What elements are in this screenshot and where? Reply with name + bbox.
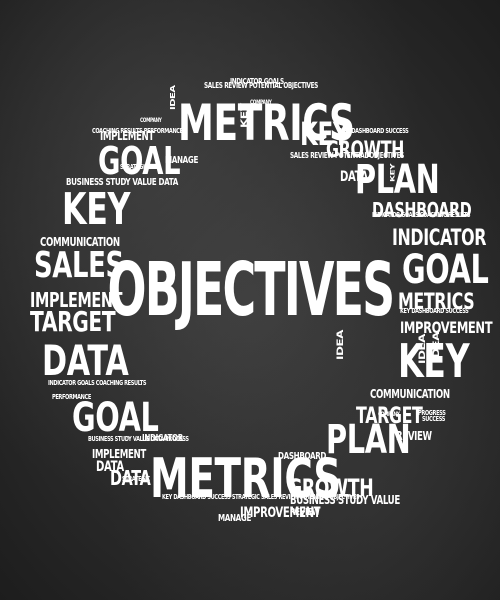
cloud-word: KEY DASHBOARD SUCCESS xyxy=(340,127,409,135)
cloud-word: KEY xyxy=(389,163,397,182)
cloud-word: BUSINESS STUDY VALUE DATA PROCESS xyxy=(88,435,189,443)
cloud-word: IMPLEMENT xyxy=(92,447,146,461)
cloud-word: KEY DASHBOARD SUCCESS xyxy=(400,307,469,315)
cloud-word: TARGET xyxy=(30,305,116,338)
cloud-word: GROWTH xyxy=(326,138,405,163)
cloud-word: IMPLEMENT xyxy=(30,288,123,312)
cloud-word: REVIEW xyxy=(290,507,320,518)
cloud-word: METRICS xyxy=(178,94,355,152)
cloud-word: STRATEGIC xyxy=(120,163,148,171)
cloud-word: INDICATOR GOALS xyxy=(230,77,284,86)
cloud-word: COACHING RESULTS PERFORMANCE xyxy=(92,127,183,135)
cloud-word: MANAGE xyxy=(165,155,199,166)
center-title: OBJECTIVES xyxy=(90,240,410,340)
cloud-word: STRATEGIC xyxy=(122,475,150,483)
cloud-word: MANAGE xyxy=(218,513,252,524)
cloud-word: COMMUNICATION xyxy=(370,387,450,401)
cloud-word: GOAL xyxy=(402,247,489,293)
cloud-word: IDEA xyxy=(417,334,428,364)
cloud-word: PLAN xyxy=(326,417,411,463)
cloud-word: SALES REVIEW POTENTIAL OBJECTIVES xyxy=(204,81,318,90)
cloud-word: INDICATOR GOALS COACHING RESULTS xyxy=(372,211,471,219)
cloud-word: PERFORMANCE xyxy=(52,393,91,401)
cloud-word: BUSINESS STUDY VALUE DATA xyxy=(66,177,178,188)
cloud-word: INDICATOR GOALS COACHING RESULTS xyxy=(48,379,147,387)
cloud-word: DASHBOARD xyxy=(372,198,472,222)
cloud-word: GOAL xyxy=(98,139,181,183)
cloud-word: IDEA xyxy=(431,332,442,362)
cloud-word: TARGET xyxy=(356,404,423,429)
cloud-word: COMPANY xyxy=(140,117,162,124)
cloud-word: KEY xyxy=(300,115,350,153)
cloud-word: SALES xyxy=(34,245,124,286)
cloud-word: KEY xyxy=(398,334,470,388)
cloud-word: COMPANY xyxy=(250,99,272,106)
cloud-word: IMPROVEMENT xyxy=(400,318,493,337)
cloud-word: COMMUNICATION xyxy=(40,235,120,249)
cloud-word: PROGRESS xyxy=(418,409,446,417)
cloud-word: KEY DASHBOARD SUCCESS STRATEGIC SALES RE… xyxy=(162,493,360,501)
cloud-word: INDICATOR xyxy=(392,226,487,251)
cloud-word: KEY xyxy=(239,103,250,128)
cloud-word: BUSINESS STUDY VALUE xyxy=(290,493,400,507)
cloud-word: GOAL xyxy=(72,395,159,441)
cloud-word: GROWTH xyxy=(288,474,374,502)
cloud-word: REVIEW xyxy=(396,429,432,443)
cloud-word: PLAN xyxy=(355,157,440,203)
cloud-word: IMPLEMENT xyxy=(100,129,154,143)
cloud-word: DATA xyxy=(96,459,124,475)
cloud-word: SALES REVIEW POTENTIAL OBJECTIVES xyxy=(290,151,404,160)
cloud-word: INDICATOR xyxy=(142,433,183,444)
cloud-word: COMPANY xyxy=(378,411,400,418)
cloud-word: DATA xyxy=(110,466,151,490)
cloud-word: DATA xyxy=(340,169,368,185)
cloud-word: METRICS xyxy=(398,290,475,315)
cloud-word: METRICS xyxy=(150,447,341,510)
cloud-word: IMPROVEMENT xyxy=(240,505,321,521)
cloud-word: KEY xyxy=(62,184,131,235)
cloud-word: SUCCESS xyxy=(422,415,446,423)
center-title-text: OBJECTIVES xyxy=(107,247,395,333)
cloud-word: IDEA xyxy=(169,85,178,110)
cloud-word: DATA xyxy=(42,336,129,385)
cloud-word: DASHBOARD xyxy=(278,451,327,462)
